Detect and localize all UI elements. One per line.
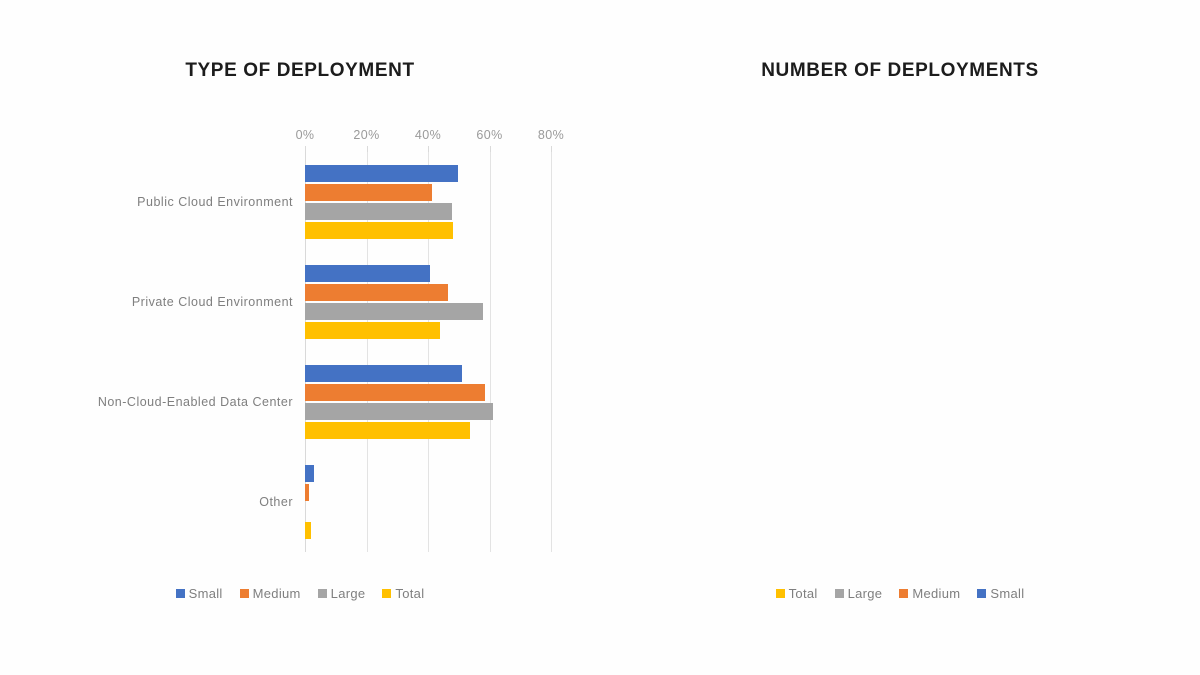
- x-tick-label: 80%: [537, 128, 565, 142]
- legend-swatch-icon: [834, 589, 844, 598]
- bar-group: [305, 465, 551, 539]
- legend-label: Small: [990, 586, 1025, 601]
- bar[interactable]: [305, 184, 432, 201]
- bar[interactable]: [305, 203, 452, 220]
- legend-item[interactable]: Medium: [239, 586, 301, 601]
- bar[interactable]: [305, 403, 493, 420]
- bar-group: [305, 365, 551, 439]
- bar[interactable]: [305, 222, 453, 239]
- bar[interactable]: [305, 284, 448, 301]
- legend-swatch-icon: [175, 589, 185, 598]
- bar[interactable]: [305, 165, 459, 182]
- x-tick-mark: [366, 146, 368, 155]
- chart-number-of-deployments: NUMBER OF DEPLOYMENTS 0%20%40%60%80% 321…: [600, 0, 1200, 675]
- chart-title-left: TYPE OF DEPLOYMENT: [185, 60, 415, 81]
- legend-item[interactable]: Total: [382, 586, 424, 601]
- bar[interactable]: [305, 322, 440, 339]
- bar[interactable]: [305, 522, 311, 539]
- category-label: Other: [259, 495, 293, 509]
- gridline: [489, 152, 491, 552]
- x-tick-label: 60%: [476, 128, 503, 142]
- gridline: [366, 152, 368, 552]
- bar[interactable]: [305, 465, 314, 482]
- legend-swatch-icon: [899, 589, 909, 598]
- chart-type-of-deployment: TYPE OF DEPLOYMENT 0% 20% 40% 60% 80% Public…: [0, 60, 600, 601]
- bar-group: [305, 165, 551, 239]
- legend-swatch-icon: [239, 589, 249, 598]
- category-label: Private Cloud Environment: [131, 295, 293, 309]
- bar[interactable]: [305, 365, 462, 382]
- x-axis-tick-labels-left: 0% 20% 40% 60% 80%: [296, 128, 564, 146]
- legend-item[interactable]: Large: [317, 586, 366, 601]
- bar[interactable]: [305, 384, 485, 401]
- x-tick-label: 40%: [414, 128, 442, 142]
- chart-title-right: NUMBER OF DEPLOYMENTS: [761, 60, 1039, 81]
- y-axis-category-labels-left: Public Cloud Environment Private Cloud En…: [60, 152, 293, 552]
- x-axis-tickmarks-left: [305, 146, 552, 155]
- legend-swatch-icon: [977, 589, 987, 598]
- legend-swatch-icon: [775, 589, 785, 598]
- gridline: [428, 152, 429, 552]
- legend-swatch-icon: [317, 589, 327, 598]
- legend-label: Total: [788, 586, 818, 601]
- x-tick-mark: [428, 146, 429, 155]
- legend-item[interactable]: Small: [175, 586, 223, 601]
- legend-item[interactable]: Small: [977, 586, 1024, 601]
- legend-label: Small: [188, 586, 223, 601]
- bar-group: [305, 265, 551, 339]
- x-tick-label: 20%: [353, 128, 380, 142]
- legend-label: Medium: [912, 586, 961, 601]
- plot-area-left: [305, 152, 552, 552]
- legend-label: Large: [330, 586, 366, 601]
- bar[interactable]: [305, 303, 483, 320]
- x-tick-label: 0%: [295, 128, 315, 142]
- legend-item[interactable]: Medium: [899, 586, 960, 601]
- x-axis-line: [305, 152, 306, 552]
- legend-item[interactable]: Total: [775, 586, 818, 601]
- legend-label: Total: [395, 586, 425, 601]
- category-label: Non-Cloud-Enabled Data Center: [97, 395, 293, 409]
- bar[interactable]: [305, 265, 430, 282]
- bar[interactable]: [305, 422, 470, 439]
- bar[interactable]: [305, 484, 309, 501]
- legend-label: Medium: [252, 586, 301, 601]
- x-tick-mark: [305, 146, 306, 155]
- legend-item[interactable]: Large: [834, 586, 883, 601]
- gridline: [551, 152, 552, 552]
- x-tick-mark: [489, 146, 491, 155]
- legend-swatch-icon: [382, 589, 392, 598]
- x-tick-mark: [551, 146, 552, 155]
- legend-left: Small Medium Large Total: [0, 586, 600, 601]
- legend-label: Large: [847, 586, 883, 601]
- legend-right: Total Large Medium Small: [600, 586, 1200, 601]
- category-label: Public Cloud Environment: [137, 195, 293, 209]
